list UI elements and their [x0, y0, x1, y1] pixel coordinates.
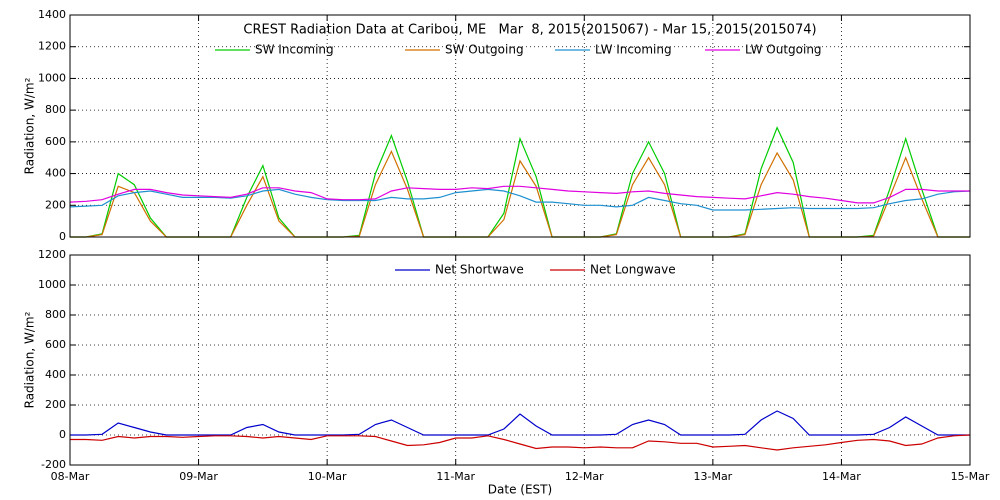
legend-label: SW Incoming: [255, 43, 334, 57]
y-tick-label: 1400: [38, 8, 66, 21]
y-tick-label: 800: [45, 308, 66, 321]
data-line: [70, 126, 970, 238]
y-tick-label: 0: [59, 230, 66, 243]
y-tick-label: 0: [59, 428, 66, 441]
y-tick-label: 600: [45, 135, 66, 148]
data-line: [70, 434, 971, 451]
x-tick-label: 08-Mar: [51, 470, 90, 483]
plot-frame: [69, 14, 971, 238]
y-tick-label: 400: [45, 167, 66, 180]
x-axis-label: Date (EST): [488, 483, 552, 497]
plot-frame: [69, 254, 971, 466]
data-line: [69, 188, 971, 211]
y-tick-label: 600: [45, 338, 66, 351]
y-tick-label: 1200: [38, 40, 66, 53]
y-axis-label: Radiation, W/m²: [23, 311, 37, 408]
x-tick-label: 14-Mar: [822, 470, 861, 483]
x-tick-label: 11-Mar: [436, 470, 475, 483]
x-tick-label: 13-Mar: [693, 470, 732, 483]
legend-label: Net Longwave: [590, 263, 676, 277]
y-tick-label: 1000: [38, 71, 66, 84]
y-tick-label: 800: [45, 103, 66, 116]
y-tick-label: 200: [45, 398, 66, 411]
legend-label: SW Outgoing: [445, 43, 524, 57]
y-tick-label: -200: [41, 458, 66, 471]
y-tick-label: 400: [45, 368, 66, 381]
x-tick-label: 10-Mar: [308, 470, 347, 483]
legend-label: LW Incoming: [595, 43, 672, 57]
data-line: [70, 410, 970, 436]
legend-label: Net Shortwave: [435, 263, 524, 277]
y-axis-label: Radiation, W/m²: [23, 77, 37, 174]
x-tick-label: 15-Mar: [951, 470, 990, 483]
chart-title: CREST Radiation Data at Caribou, ME Mar …: [243, 23, 816, 38]
data-line: [69, 185, 970, 204]
legend-label: LW Outgoing: [745, 43, 822, 57]
x-tick-label: 09-Mar: [179, 470, 218, 483]
x-tick-label: 12-Mar: [565, 470, 604, 483]
y-tick-label: 200: [45, 198, 66, 211]
y-tick-label: 1000: [38, 278, 66, 291]
data-line: [70, 149, 970, 238]
y-tick-label: 1200: [38, 248, 66, 261]
